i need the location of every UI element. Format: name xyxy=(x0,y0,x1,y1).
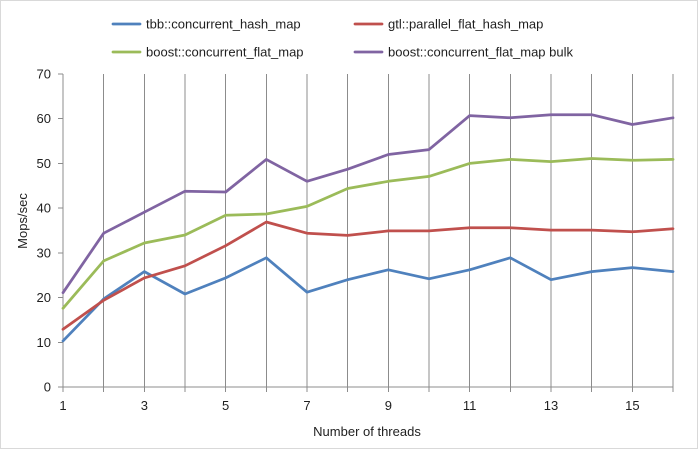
y-tick-label: 70 xyxy=(37,67,51,82)
x-tick-label: 13 xyxy=(544,398,558,413)
series-lines xyxy=(61,113,675,343)
legend-label: tbb::concurrent_hash_map xyxy=(146,17,301,32)
y-axis-title: Mops/sec xyxy=(15,193,30,249)
legend-label: boost::concurrent_flat_map xyxy=(146,45,304,60)
legend-label: boost::concurrent_flat_map bulk xyxy=(388,45,573,60)
legend-item: boost::concurrent_flat_map xyxy=(111,45,304,60)
y-tick-label: 40 xyxy=(37,201,51,216)
series-line-2 xyxy=(61,220,675,331)
x-tick-label: 1 xyxy=(59,398,66,413)
legend-label: gtl::parallel_flat_hash_map xyxy=(388,17,543,32)
y-tick-label: 0 xyxy=(44,380,51,395)
y-tick-label: 10 xyxy=(37,335,51,350)
y-tick-label: 20 xyxy=(37,290,51,305)
x-tick-label: 5 xyxy=(222,398,229,413)
x-tick-label: 11 xyxy=(463,398,477,413)
y-tick-label: 50 xyxy=(37,156,51,171)
x-tick-label: 15 xyxy=(625,398,639,413)
legend-item: gtl::parallel_flat_hash_map xyxy=(353,17,543,32)
legend-item: boost::concurrent_flat_map bulk xyxy=(353,45,573,60)
series-line-3 xyxy=(61,157,675,310)
x-tick-label: 3 xyxy=(141,398,148,413)
x-tick-label: 9 xyxy=(385,398,392,413)
axes xyxy=(58,73,674,392)
legend-item: tbb::concurrent_hash_map xyxy=(111,17,301,32)
x-tick-label: 7 xyxy=(303,398,310,413)
legend: tbb::concurrent_hash_map gtl::parallel_fl… xyxy=(111,17,573,60)
series-line-4 xyxy=(61,113,675,295)
series-line-1 xyxy=(61,256,675,343)
y-tick-label: 30 xyxy=(37,245,51,260)
y-tick-label: 60 xyxy=(37,111,51,126)
x-axis-title: Number of threads xyxy=(313,424,421,439)
